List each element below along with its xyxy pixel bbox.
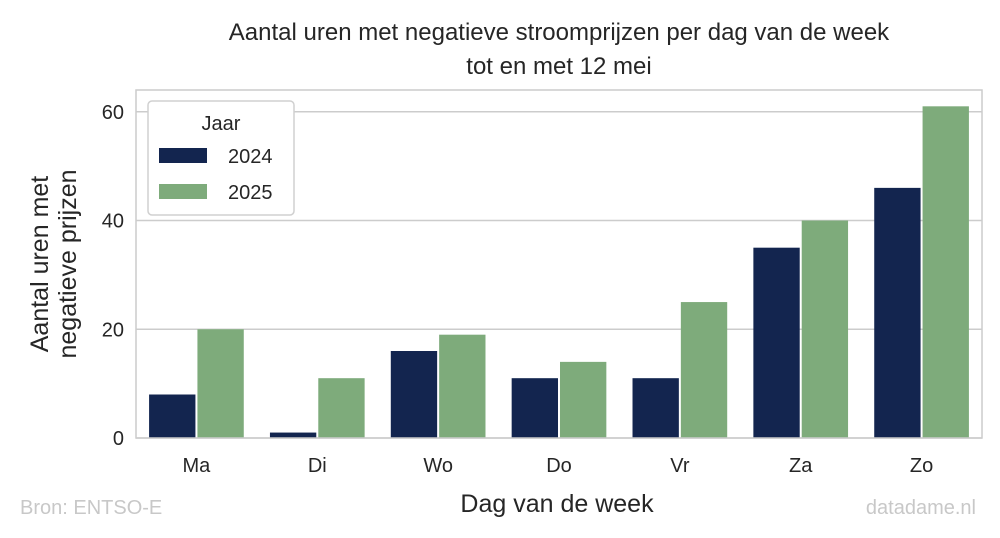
plot-frame	[135, 89, 983, 439]
bar-Ma-2024	[149, 394, 196, 438]
legend-title: Jaar	[202, 113, 241, 135]
x-tick-label: Vr	[670, 455, 690, 477]
bar-Wo-2025	[439, 334, 486, 438]
bar-Zo-2024	[874, 187, 921, 438]
legend-swatch-2025	[159, 184, 207, 199]
chart-subtitle: tot en met 12 mei	[466, 53, 651, 80]
bar-Vr-2024	[632, 378, 679, 438]
bar-Di-2024	[269, 432, 317, 438]
bar-Za-2024	[753, 247, 800, 438]
bars	[149, 106, 969, 438]
x-tick-label: Di	[308, 455, 327, 477]
x-axis-label: Dag van de week	[460, 490, 654, 518]
y-tick-label: 40	[102, 211, 124, 233]
chart-title: Aantal uren met negatieve stroomprijzen …	[229, 19, 890, 46]
y-axis-label-line-2: negatieve prijzen	[54, 169, 82, 358]
credit-note: datadame.nl	[866, 497, 976, 519]
y-tick-labels: 0 20 40 60	[102, 102, 124, 450]
legend-label-2025: 2025	[228, 182, 273, 204]
y-tick-label: 0	[113, 428, 124, 450]
bar-Do-2024	[511, 378, 558, 438]
bar-Do-2025	[560, 361, 607, 438]
y-axis-label: Aantal uren met negatieve prijzen	[26, 169, 82, 358]
x-tick-label: Wo	[423, 455, 453, 477]
bar-Ma-2025	[197, 329, 244, 438]
legend: Jaar 2024 2025	[147, 100, 295, 216]
source-note: Bron: ENTSO-E	[20, 497, 162, 519]
x-tick-label: Zo	[910, 455, 933, 477]
y-tick-label: 60	[102, 102, 124, 124]
y-tick-label: 20	[102, 319, 124, 341]
x-tick-label: Do	[546, 455, 572, 477]
bar-Di-2025	[318, 378, 365, 438]
y-axis-label-line-1: Aantal uren met	[26, 176, 54, 353]
bar-Za-2025	[801, 220, 849, 438]
x-tick-labels: Ma Di Wo Do Vr Za Zo	[183, 455, 934, 477]
legend-swatch-2024	[159, 148, 207, 163]
x-tick-label: Ma	[183, 455, 212, 477]
x-tick-label: Za	[789, 455, 813, 477]
legend-label-2024: 2024	[228, 146, 273, 168]
bar-Vr-2025	[680, 302, 728, 438]
bar-Wo-2024	[390, 351, 438, 438]
bar-Zo-2025	[922, 106, 969, 438]
